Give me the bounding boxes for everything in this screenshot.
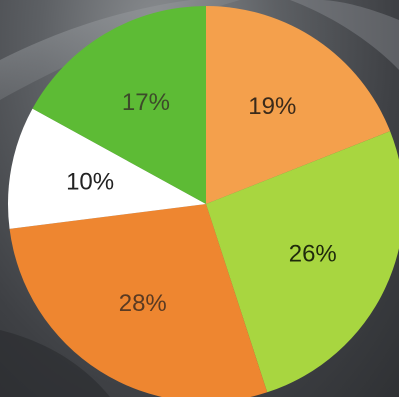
pie-slice bbox=[32, 5, 207, 204]
pie-labels: 19% 26% 28% 10% 17% bbox=[66, 89, 337, 317]
pie-slice-label: 28% bbox=[119, 290, 167, 317]
pie-slice-label: 19% bbox=[248, 93, 296, 120]
pie-slice bbox=[9, 204, 268, 397]
pie-slice bbox=[206, 131, 399, 393]
pie-slice-label: 17% bbox=[122, 89, 170, 116]
pie-slice bbox=[206, 6, 391, 204]
pie-slice bbox=[7, 108, 207, 229]
pie-slice-label: 26% bbox=[289, 241, 337, 268]
pie-slices bbox=[7, 5, 399, 397]
pie-slice-label: 10% bbox=[66, 168, 114, 195]
